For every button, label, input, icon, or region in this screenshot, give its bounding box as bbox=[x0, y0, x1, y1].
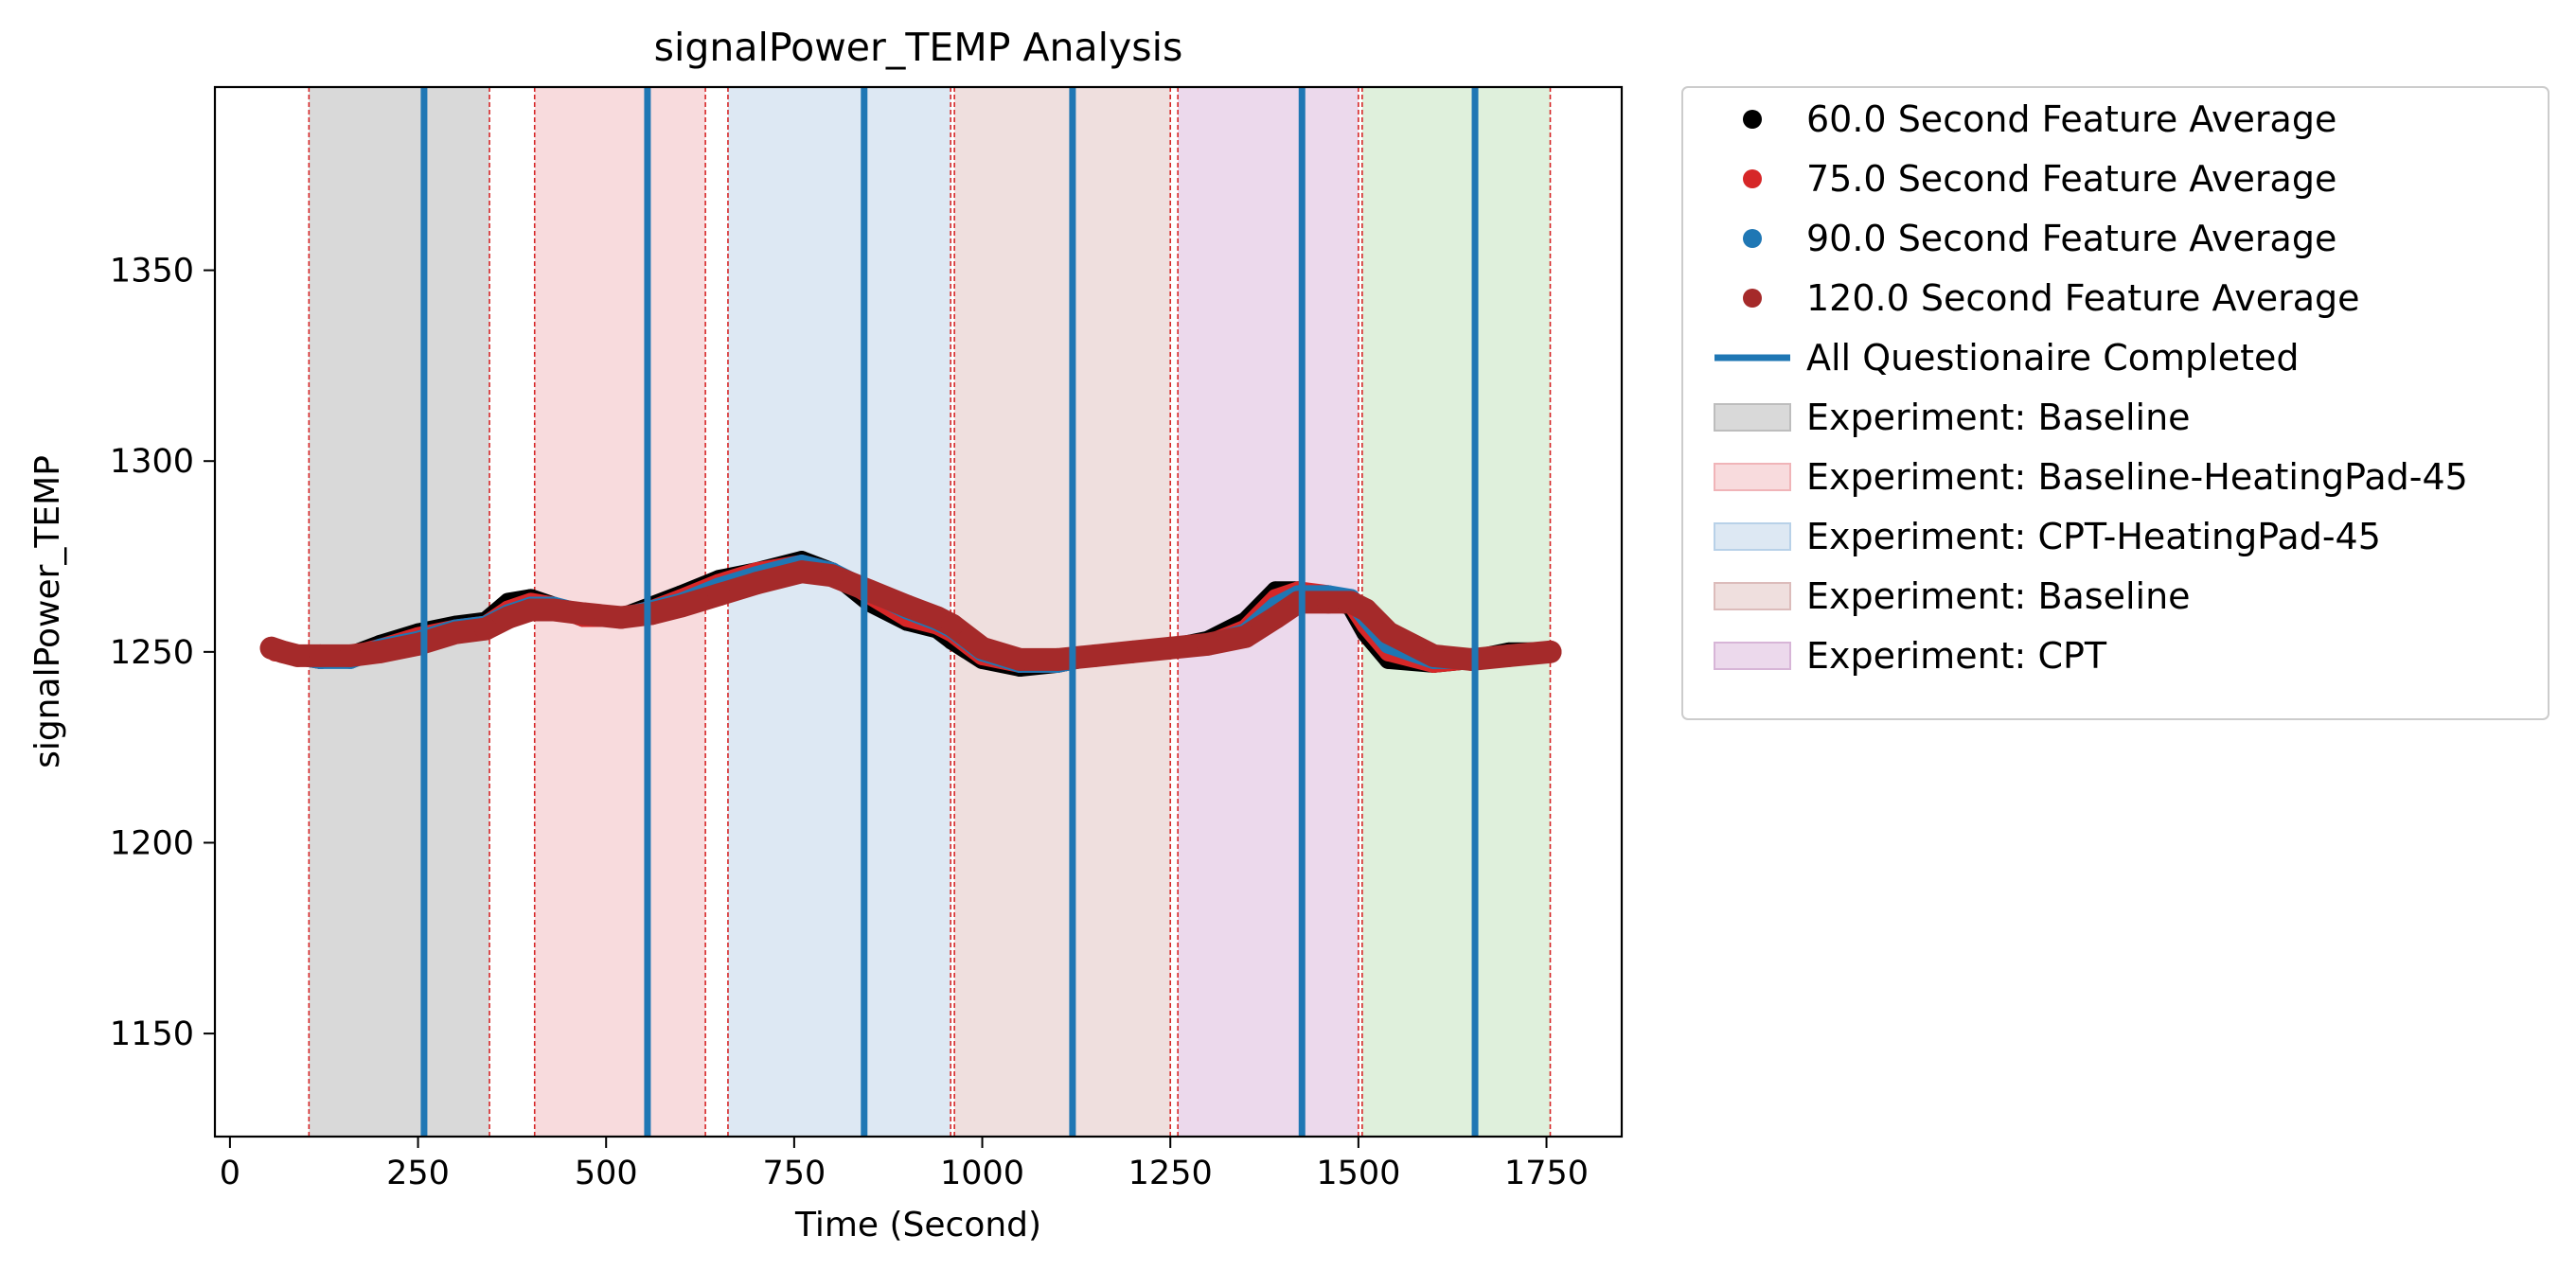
legend-item-7: Experiment: CPT-HeatingPad-45 bbox=[1714, 516, 2381, 557]
y-axis-label: signalPower_TEMP bbox=[28, 455, 67, 768]
plot-frame bbox=[213, 85, 1624, 1138]
x-tick-label-2: 500 bbox=[575, 1155, 638, 1192]
legend-label-4: All Questionaire Completed bbox=[1806, 337, 2300, 379]
y-tick-label-2: 1250 bbox=[110, 634, 194, 672]
series-3-point-9 bbox=[496, 606, 520, 629]
series-3-point-25 bbox=[1008, 647, 1032, 671]
legend-item-8: Experiment: Baseline bbox=[1714, 575, 2191, 617]
series-3-point-29 bbox=[1159, 636, 1182, 660]
x-tick-label-0: 0 bbox=[220, 1155, 240, 1192]
series-3-point-11 bbox=[542, 598, 565, 622]
series-3-point-17 bbox=[745, 572, 769, 595]
legend-item-6: Experiment: Baseline-HeatingPad-45 bbox=[1714, 456, 2468, 498]
series-3-point-18 bbox=[790, 560, 813, 584]
series-3 bbox=[259, 560, 1562, 671]
legend-marker-2 bbox=[1743, 229, 1762, 248]
series-3-point-27 bbox=[1083, 644, 1107, 667]
series-3-point-12 bbox=[572, 602, 595, 626]
legend-item-3: 120.0 Second Feature Average bbox=[1743, 277, 2360, 319]
series-3-point-13 bbox=[610, 606, 633, 629]
x-tick-label-6: 1500 bbox=[1316, 1155, 1400, 1192]
legend-item-4: All Questionaire Completed bbox=[1714, 337, 2300, 379]
legend-item-5: Experiment: Baseline bbox=[1714, 397, 2191, 438]
x-tick-label-4: 1000 bbox=[940, 1155, 1024, 1192]
series-3-point-8 bbox=[474, 617, 498, 641]
x-axis-label: Time (Second) bbox=[794, 1206, 1041, 1244]
y-tick-label-1: 1200 bbox=[110, 824, 194, 862]
series-3-point-28 bbox=[1121, 640, 1145, 663]
series-3-point-41 bbox=[1538, 640, 1562, 663]
series-3-point-31 bbox=[1234, 625, 1257, 648]
legend-marker-3 bbox=[1743, 289, 1762, 308]
series-3-point-19 bbox=[820, 564, 844, 588]
legend-label-6: Experiment: Baseline-HeatingPad-45 bbox=[1806, 456, 2468, 498]
x-axis-ticks: 0 250 500 750 1000 1250 1500 1750 bbox=[220, 1137, 1589, 1192]
x-tick-label-7: 1750 bbox=[1504, 1155, 1589, 1192]
legend-label-8: Experiment: Baseline bbox=[1806, 575, 2191, 617]
legend-marker-0 bbox=[1743, 110, 1762, 129]
x-tick-label-3: 750 bbox=[762, 1155, 826, 1192]
legend-label-0: 60.0 Second Feature Average bbox=[1806, 98, 2336, 140]
y-tick-label-0: 1150 bbox=[110, 1015, 194, 1053]
series-3-point-38 bbox=[1422, 644, 1446, 667]
legend-item-1: 75.0 Second Feature Average bbox=[1743, 158, 2336, 200]
series-3-point-16 bbox=[707, 583, 731, 607]
series-3-point-32 bbox=[1264, 606, 1288, 629]
series-3-point-40 bbox=[1497, 644, 1520, 667]
legend-patch-6 bbox=[1714, 463, 1791, 491]
legend-patch-5 bbox=[1714, 403, 1791, 432]
legend-label-2: 90.0 Second Feature Average bbox=[1806, 218, 2336, 259]
series-3-point-36 bbox=[1354, 598, 1377, 622]
region-band-3 bbox=[954, 87, 1171, 1137]
legend-label-1: 75.0 Second Feature Average bbox=[1806, 158, 2336, 200]
legend-item-2: 90.0 Second Feature Average bbox=[1743, 218, 2336, 259]
y-tick-label-3: 1300 bbox=[110, 443, 194, 481]
series-3-point-37 bbox=[1377, 621, 1400, 644]
legend-label-7: Experiment: CPT-HeatingPad-45 bbox=[1806, 516, 2381, 557]
legend-item-9: Experiment: CPT bbox=[1714, 635, 2107, 677]
series-3-point-4 bbox=[339, 644, 363, 667]
questionnaire-lines-layer bbox=[420, 87, 1479, 1137]
legend: 60.0 Second Feature Average 75.0 Second F… bbox=[1681, 86, 2549, 720]
legend-label-9: Experiment: CPT bbox=[1806, 635, 2107, 677]
y-tick-label-4: 1350 bbox=[110, 253, 194, 291]
series-3-point-2 bbox=[286, 644, 310, 667]
x-tick-label-1: 250 bbox=[386, 1155, 450, 1192]
series-3-point-21 bbox=[896, 594, 919, 618]
chart-title: signalPower_TEMP Analysis bbox=[654, 25, 1183, 70]
region-boundaries-layer bbox=[308, 87, 1552, 1137]
series-layer bbox=[259, 551, 1562, 677]
region-band-0 bbox=[309, 87, 490, 1137]
legend-marker-1 bbox=[1743, 169, 1762, 188]
legend-items: 60.0 Second Feature Average 75.0 Second F… bbox=[1714, 98, 2468, 677]
series-3-point-30 bbox=[1196, 632, 1219, 656]
series-3-point-39 bbox=[1460, 647, 1483, 671]
region-band-5 bbox=[1361, 87, 1551, 1137]
x-tick-label-5: 1250 bbox=[1128, 1155, 1213, 1192]
series-3-point-26 bbox=[1046, 647, 1070, 671]
legend-patch-9 bbox=[1714, 642, 1791, 670]
series-3-point-3 bbox=[309, 644, 332, 667]
series-3-point-23 bbox=[940, 613, 964, 637]
legend-patch-8 bbox=[1714, 582, 1791, 610]
legend-frame bbox=[1681, 86, 2549, 720]
series-3-point-15 bbox=[669, 594, 693, 618]
series-3-point-5 bbox=[368, 640, 392, 663]
series-3-point-10 bbox=[519, 598, 542, 622]
series-3-point-7 bbox=[444, 621, 468, 644]
series-3-point-33 bbox=[1287, 591, 1310, 614]
series-3-point-34 bbox=[1317, 591, 1341, 614]
y-axis-ticks: 1150 1200 1250 1300 1350 bbox=[110, 253, 215, 1053]
legend-label-3: 120.0 Second Feature Average bbox=[1806, 277, 2360, 319]
series-3-point-24 bbox=[970, 636, 994, 660]
legend-patch-7 bbox=[1714, 522, 1791, 551]
series-3-point-14 bbox=[639, 602, 663, 626]
legend-item-0: 60.0 Second Feature Average bbox=[1743, 98, 2336, 140]
legend-label-5: Experiment: Baseline bbox=[1806, 397, 2191, 438]
